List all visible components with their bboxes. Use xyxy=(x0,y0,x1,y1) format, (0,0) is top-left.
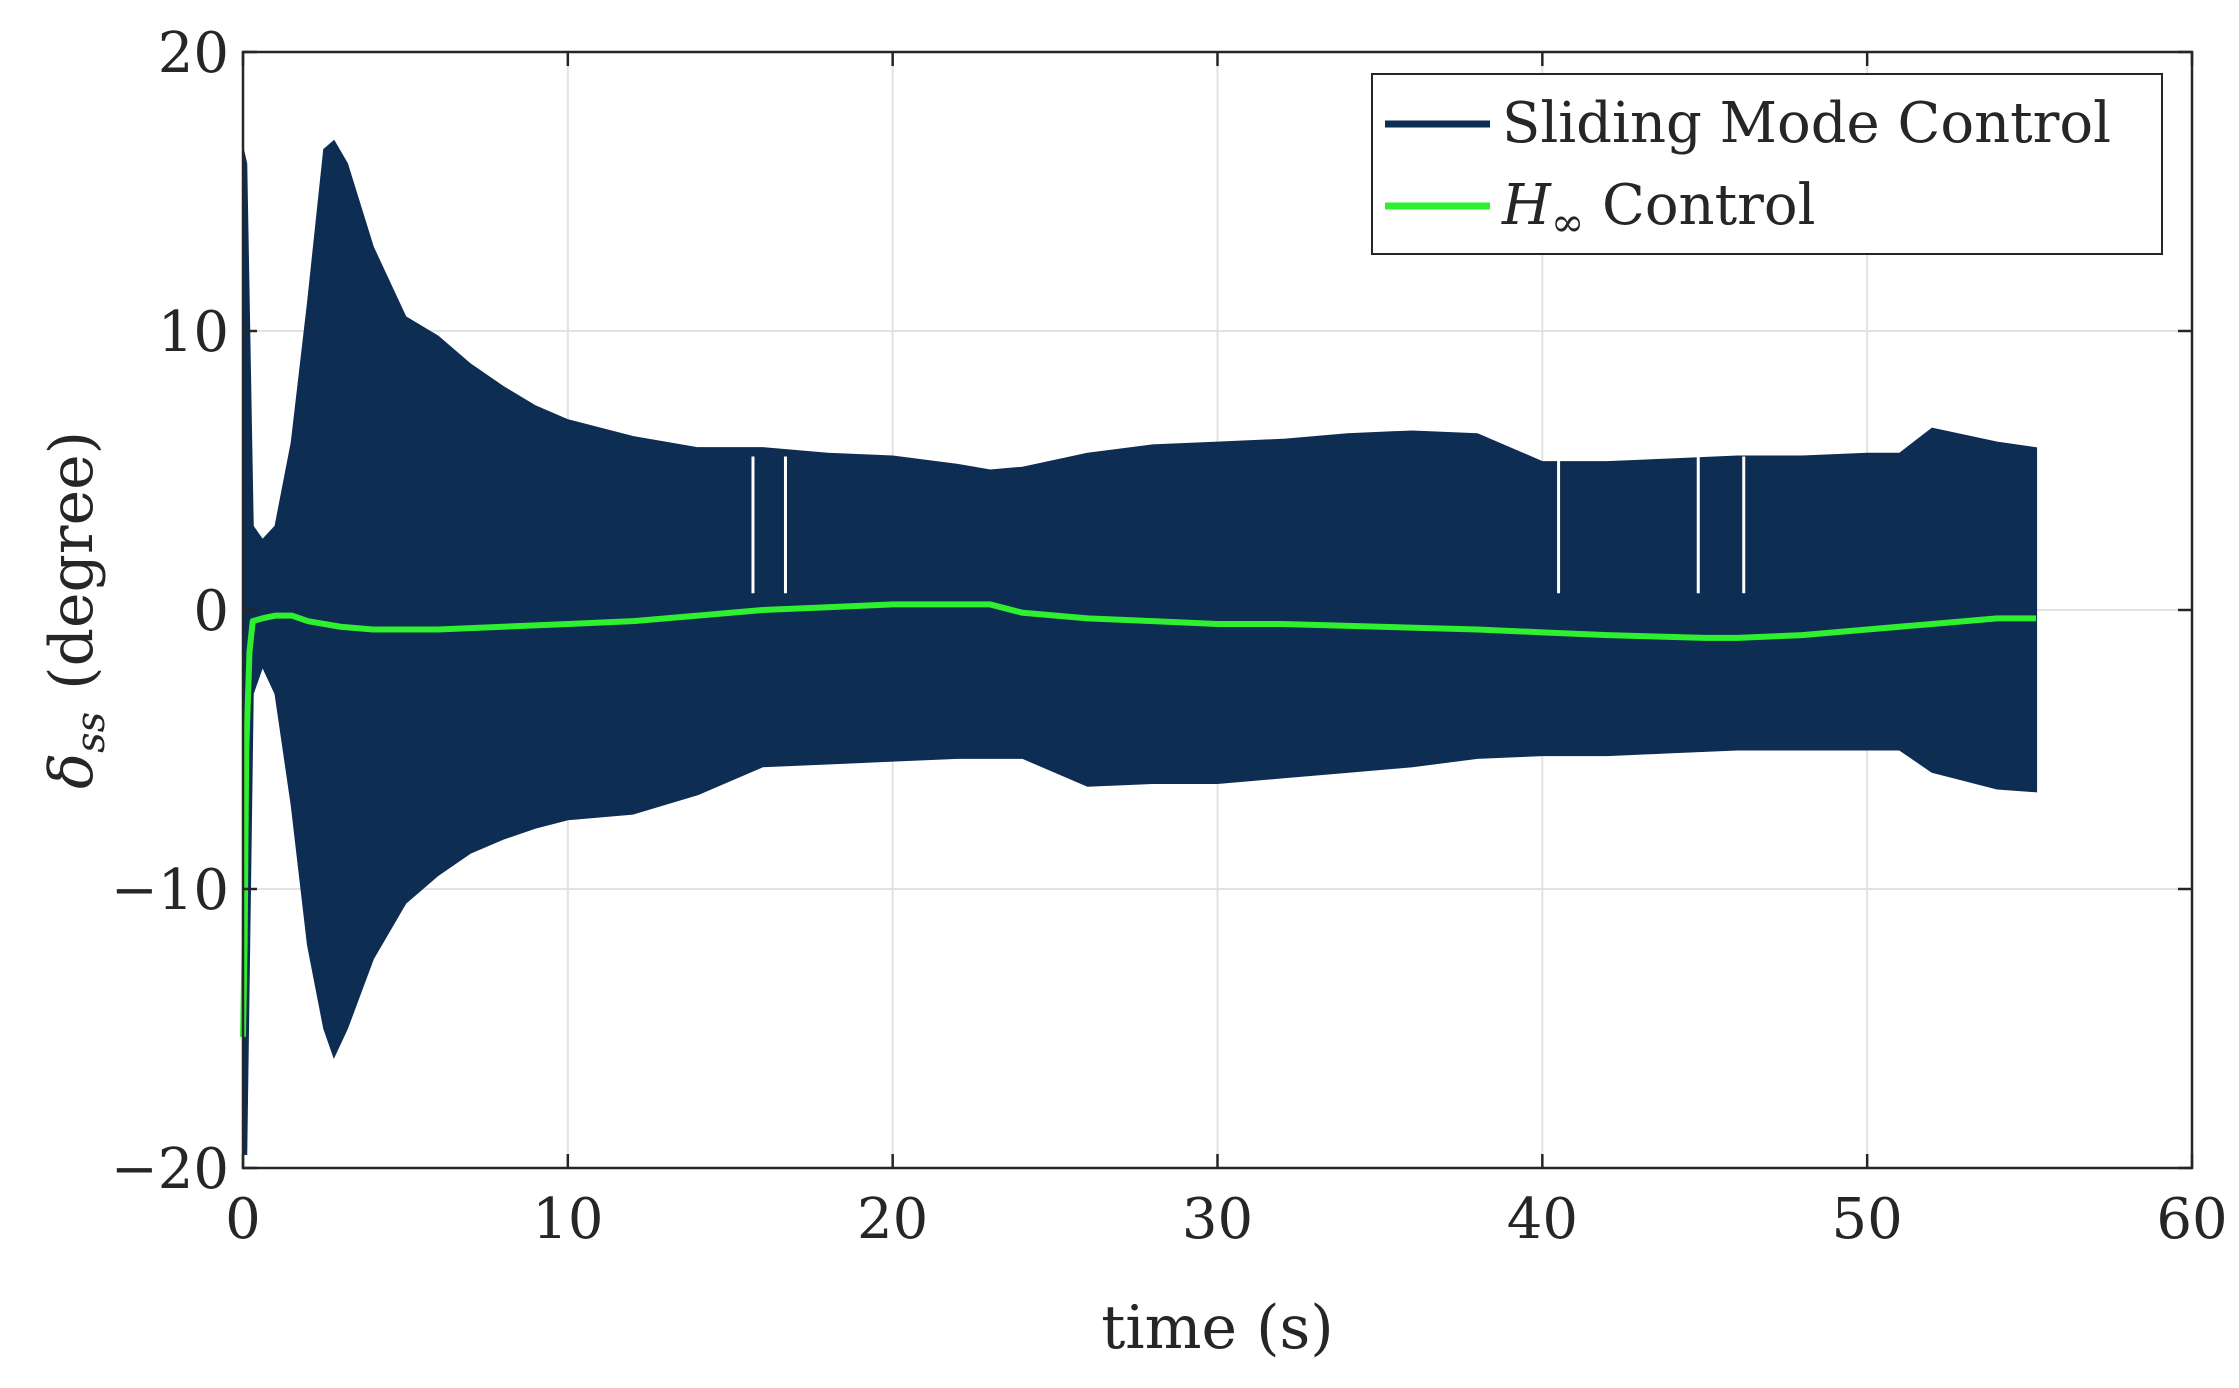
y-tick-label: 10 xyxy=(158,300,229,365)
legend-label-h-infinity-main: H xyxy=(1501,173,1552,238)
x-tick-label: 20 xyxy=(857,1187,928,1252)
y-axis-label-unit: (degree) xyxy=(37,431,107,690)
y-tick-label: 20 xyxy=(158,21,229,86)
legend-label-h-infinity-rest: Control xyxy=(1584,173,1815,238)
y-axis-label-symbol: δ xyxy=(37,753,107,789)
y-tick-label: −20 xyxy=(111,1137,229,1202)
x-tick-label: 50 xyxy=(1832,1187,1903,1252)
plot-series xyxy=(240,139,2038,1156)
legend-label-h-infinity-sub: ∞ xyxy=(1551,200,1584,246)
legend-label-sliding-mode: Sliding Mode Control xyxy=(1502,91,2111,156)
x-tick-label: 60 xyxy=(2156,1187,2227,1252)
y-axis-label-subscript: ss xyxy=(68,712,114,753)
x-tick-label: 40 xyxy=(1507,1187,1578,1252)
x-tick-label: 0 xyxy=(225,1187,261,1252)
y-tick-label: 0 xyxy=(193,579,229,644)
x-tick-label: 10 xyxy=(532,1187,603,1252)
x-axis-label: time (s) xyxy=(1101,1293,1333,1363)
y-axis-label: δss (degree) xyxy=(37,431,114,789)
x-tick-label: 30 xyxy=(1182,1187,1253,1252)
axis-ticks: 0 10 20 30 40 50 60 −20 −10 0 10 20 xyxy=(111,21,2228,1252)
legend: Sliding Mode Control H∞ Control xyxy=(1371,73,2163,255)
series-sliding-mode-band xyxy=(242,139,2038,1156)
y-tick-label: −10 xyxy=(111,858,229,923)
series-h-infinity-line xyxy=(240,601,2037,1037)
legend-box xyxy=(1371,73,2163,255)
legend-label-h-infinity: H∞ Control xyxy=(1501,173,1816,246)
